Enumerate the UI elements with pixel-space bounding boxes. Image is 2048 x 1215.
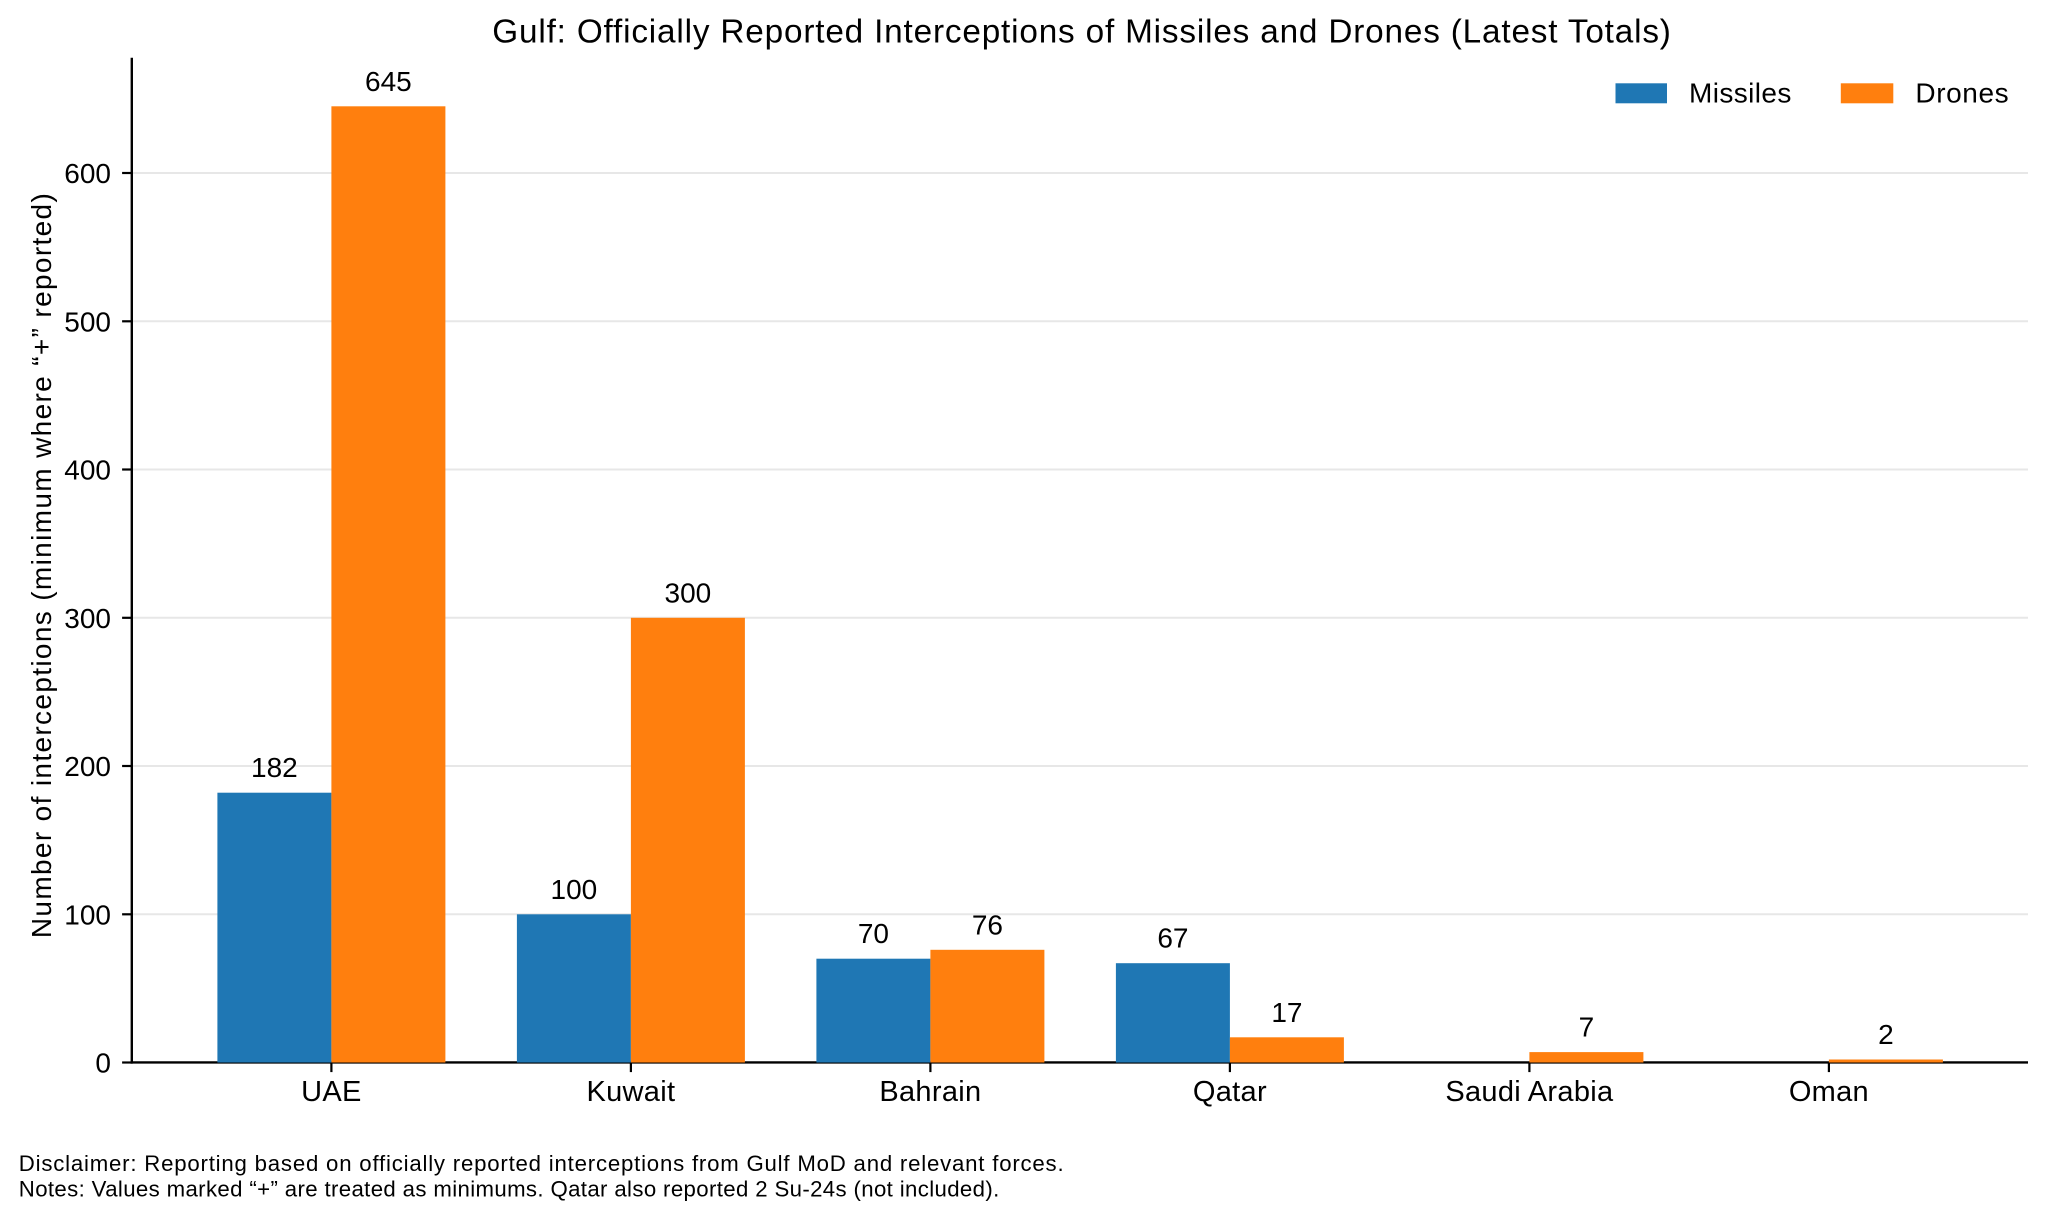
svg-text:600: 600 bbox=[64, 158, 111, 189]
svg-text:UAE: UAE bbox=[301, 1076, 362, 1108]
svg-text:Saudi Arabia: Saudi Arabia bbox=[1445, 1076, 1614, 1108]
svg-text:Number of interceptions (minim: Number of interceptions (minimum where “… bbox=[26, 192, 57, 938]
svg-text:100: 100 bbox=[551, 874, 598, 905]
svg-text:0: 0 bbox=[95, 1048, 111, 1079]
svg-text:Notes: Values marked “+” are t: Notes: Values marked “+” are treated as … bbox=[19, 1177, 1000, 1202]
svg-text:70: 70 bbox=[858, 918, 889, 949]
svg-text:Kuwait: Kuwait bbox=[586, 1076, 675, 1108]
svg-text:182: 182 bbox=[251, 752, 298, 783]
svg-text:Bahrain: Bahrain bbox=[879, 1076, 981, 1108]
svg-text:Gulf: Officially Reported Inte: Gulf: Officially Reported Interceptions … bbox=[492, 13, 1671, 50]
svg-text:645: 645 bbox=[365, 66, 412, 97]
svg-text:100: 100 bbox=[64, 900, 111, 931]
svg-text:Missiles: Missiles bbox=[1689, 78, 1792, 109]
svg-text:2: 2 bbox=[1878, 1019, 1894, 1050]
svg-text:200: 200 bbox=[64, 751, 111, 782]
svg-text:76: 76 bbox=[972, 909, 1003, 940]
svg-text:400: 400 bbox=[64, 455, 111, 486]
svg-text:300: 300 bbox=[64, 603, 111, 634]
svg-text:300: 300 bbox=[665, 577, 712, 608]
svg-text:67: 67 bbox=[1157, 923, 1188, 954]
svg-text:7: 7 bbox=[1579, 1012, 1595, 1043]
svg-text:500: 500 bbox=[64, 307, 111, 338]
svg-text:Qatar: Qatar bbox=[1193, 1076, 1267, 1108]
svg-text:17: 17 bbox=[1271, 997, 1302, 1028]
svg-text:Drones: Drones bbox=[1915, 78, 2009, 109]
svg-text:Disclaimer: Reporting based on: Disclaimer: Reporting based on officiall… bbox=[19, 1151, 1065, 1176]
svg-text:Oman: Oman bbox=[1789, 1076, 1869, 1108]
